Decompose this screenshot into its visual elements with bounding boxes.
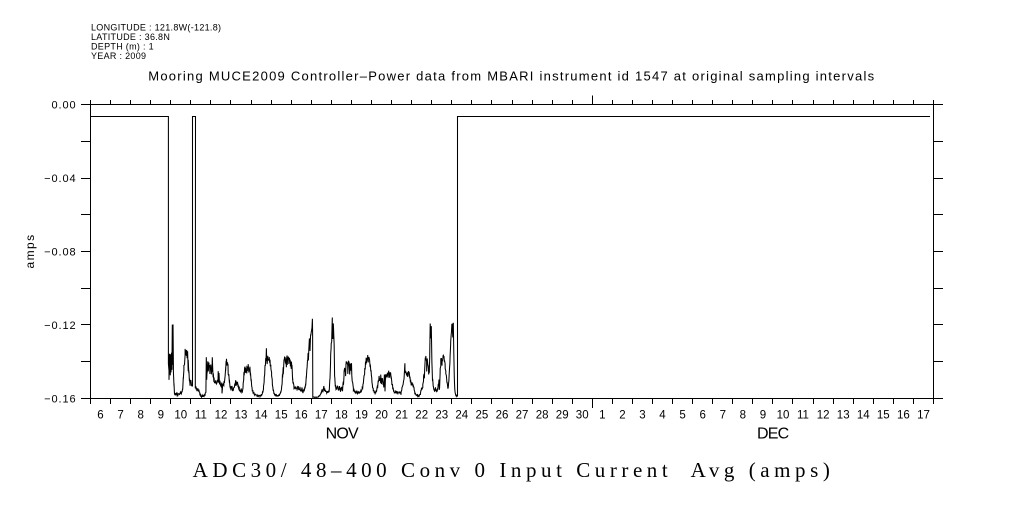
svg-text:12: 12: [215, 409, 228, 421]
svg-text:25: 25: [476, 409, 489, 421]
svg-text:amps: amps: [23, 234, 37, 269]
svg-text:8: 8: [137, 409, 143, 421]
svg-text:16: 16: [295, 409, 308, 421]
svg-text:7: 7: [117, 409, 123, 421]
svg-text:4: 4: [659, 409, 666, 421]
svg-text:10: 10: [777, 409, 790, 421]
svg-text:21: 21: [395, 409, 408, 421]
svg-text:12: 12: [817, 409, 830, 421]
svg-text:6: 6: [97, 409, 103, 421]
svg-text:6: 6: [699, 409, 705, 421]
svg-text:ADC30/ 48–400 Conv 0 Input Cur: ADC30/ 48–400 Conv 0 Input Current Avg (…: [193, 458, 835, 482]
svg-text:−0.16: −0.16: [44, 393, 76, 405]
svg-text:LONGITUDE : 121.8W(-121.8): LONGITUDE : 121.8W(-121.8): [91, 23, 221, 33]
svg-text:17: 17: [315, 409, 328, 421]
svg-text:16: 16: [897, 409, 910, 421]
svg-text:15: 15: [877, 409, 890, 421]
svg-text:19: 19: [355, 409, 368, 421]
svg-text:11: 11: [195, 409, 207, 421]
svg-text:1: 1: [599, 409, 605, 421]
svg-text:14: 14: [255, 409, 268, 421]
svg-text:15: 15: [275, 409, 288, 421]
svg-text:5: 5: [679, 409, 685, 421]
svg-text:24: 24: [455, 409, 468, 421]
svg-text:10: 10: [174, 409, 187, 421]
svg-text:18: 18: [335, 409, 348, 421]
svg-text:13: 13: [235, 409, 248, 421]
svg-text:29: 29: [556, 409, 569, 421]
svg-text:LATITUDE : 36.8N: LATITUDE : 36.8N: [91, 32, 170, 42]
svg-text:17: 17: [917, 409, 930, 421]
svg-text:7: 7: [720, 409, 726, 421]
svg-text:27: 27: [516, 409, 529, 421]
svg-text:Mooring MUCE2009 Controller–Po: Mooring MUCE2009 Controller–Power data f…: [148, 69, 875, 84]
svg-text:3: 3: [639, 409, 645, 421]
svg-text:0.00: 0.00: [51, 99, 76, 111]
svg-text:13: 13: [837, 409, 850, 421]
svg-text:26: 26: [496, 409, 509, 421]
svg-text:30: 30: [576, 409, 589, 421]
svg-text:14: 14: [857, 409, 870, 421]
svg-text:28: 28: [536, 409, 549, 421]
svg-text:YEAR : 2009: YEAR : 2009: [91, 51, 146, 61]
svg-text:−0.08: −0.08: [44, 246, 76, 258]
svg-text:2: 2: [619, 409, 625, 421]
svg-text:NOV: NOV: [326, 425, 359, 442]
svg-text:11: 11: [797, 409, 809, 421]
svg-text:DEPTH (m) : 1: DEPTH (m) : 1: [91, 42, 154, 52]
svg-text:8: 8: [740, 409, 746, 421]
svg-text:22: 22: [415, 409, 428, 421]
svg-text:−0.12: −0.12: [44, 320, 76, 332]
svg-text:9: 9: [760, 409, 766, 421]
svg-text:23: 23: [435, 409, 448, 421]
svg-text:DEC: DEC: [757, 425, 789, 442]
svg-text:20: 20: [375, 409, 388, 421]
svg-text:−0.04: −0.04: [44, 173, 76, 185]
svg-text:9: 9: [158, 409, 164, 421]
